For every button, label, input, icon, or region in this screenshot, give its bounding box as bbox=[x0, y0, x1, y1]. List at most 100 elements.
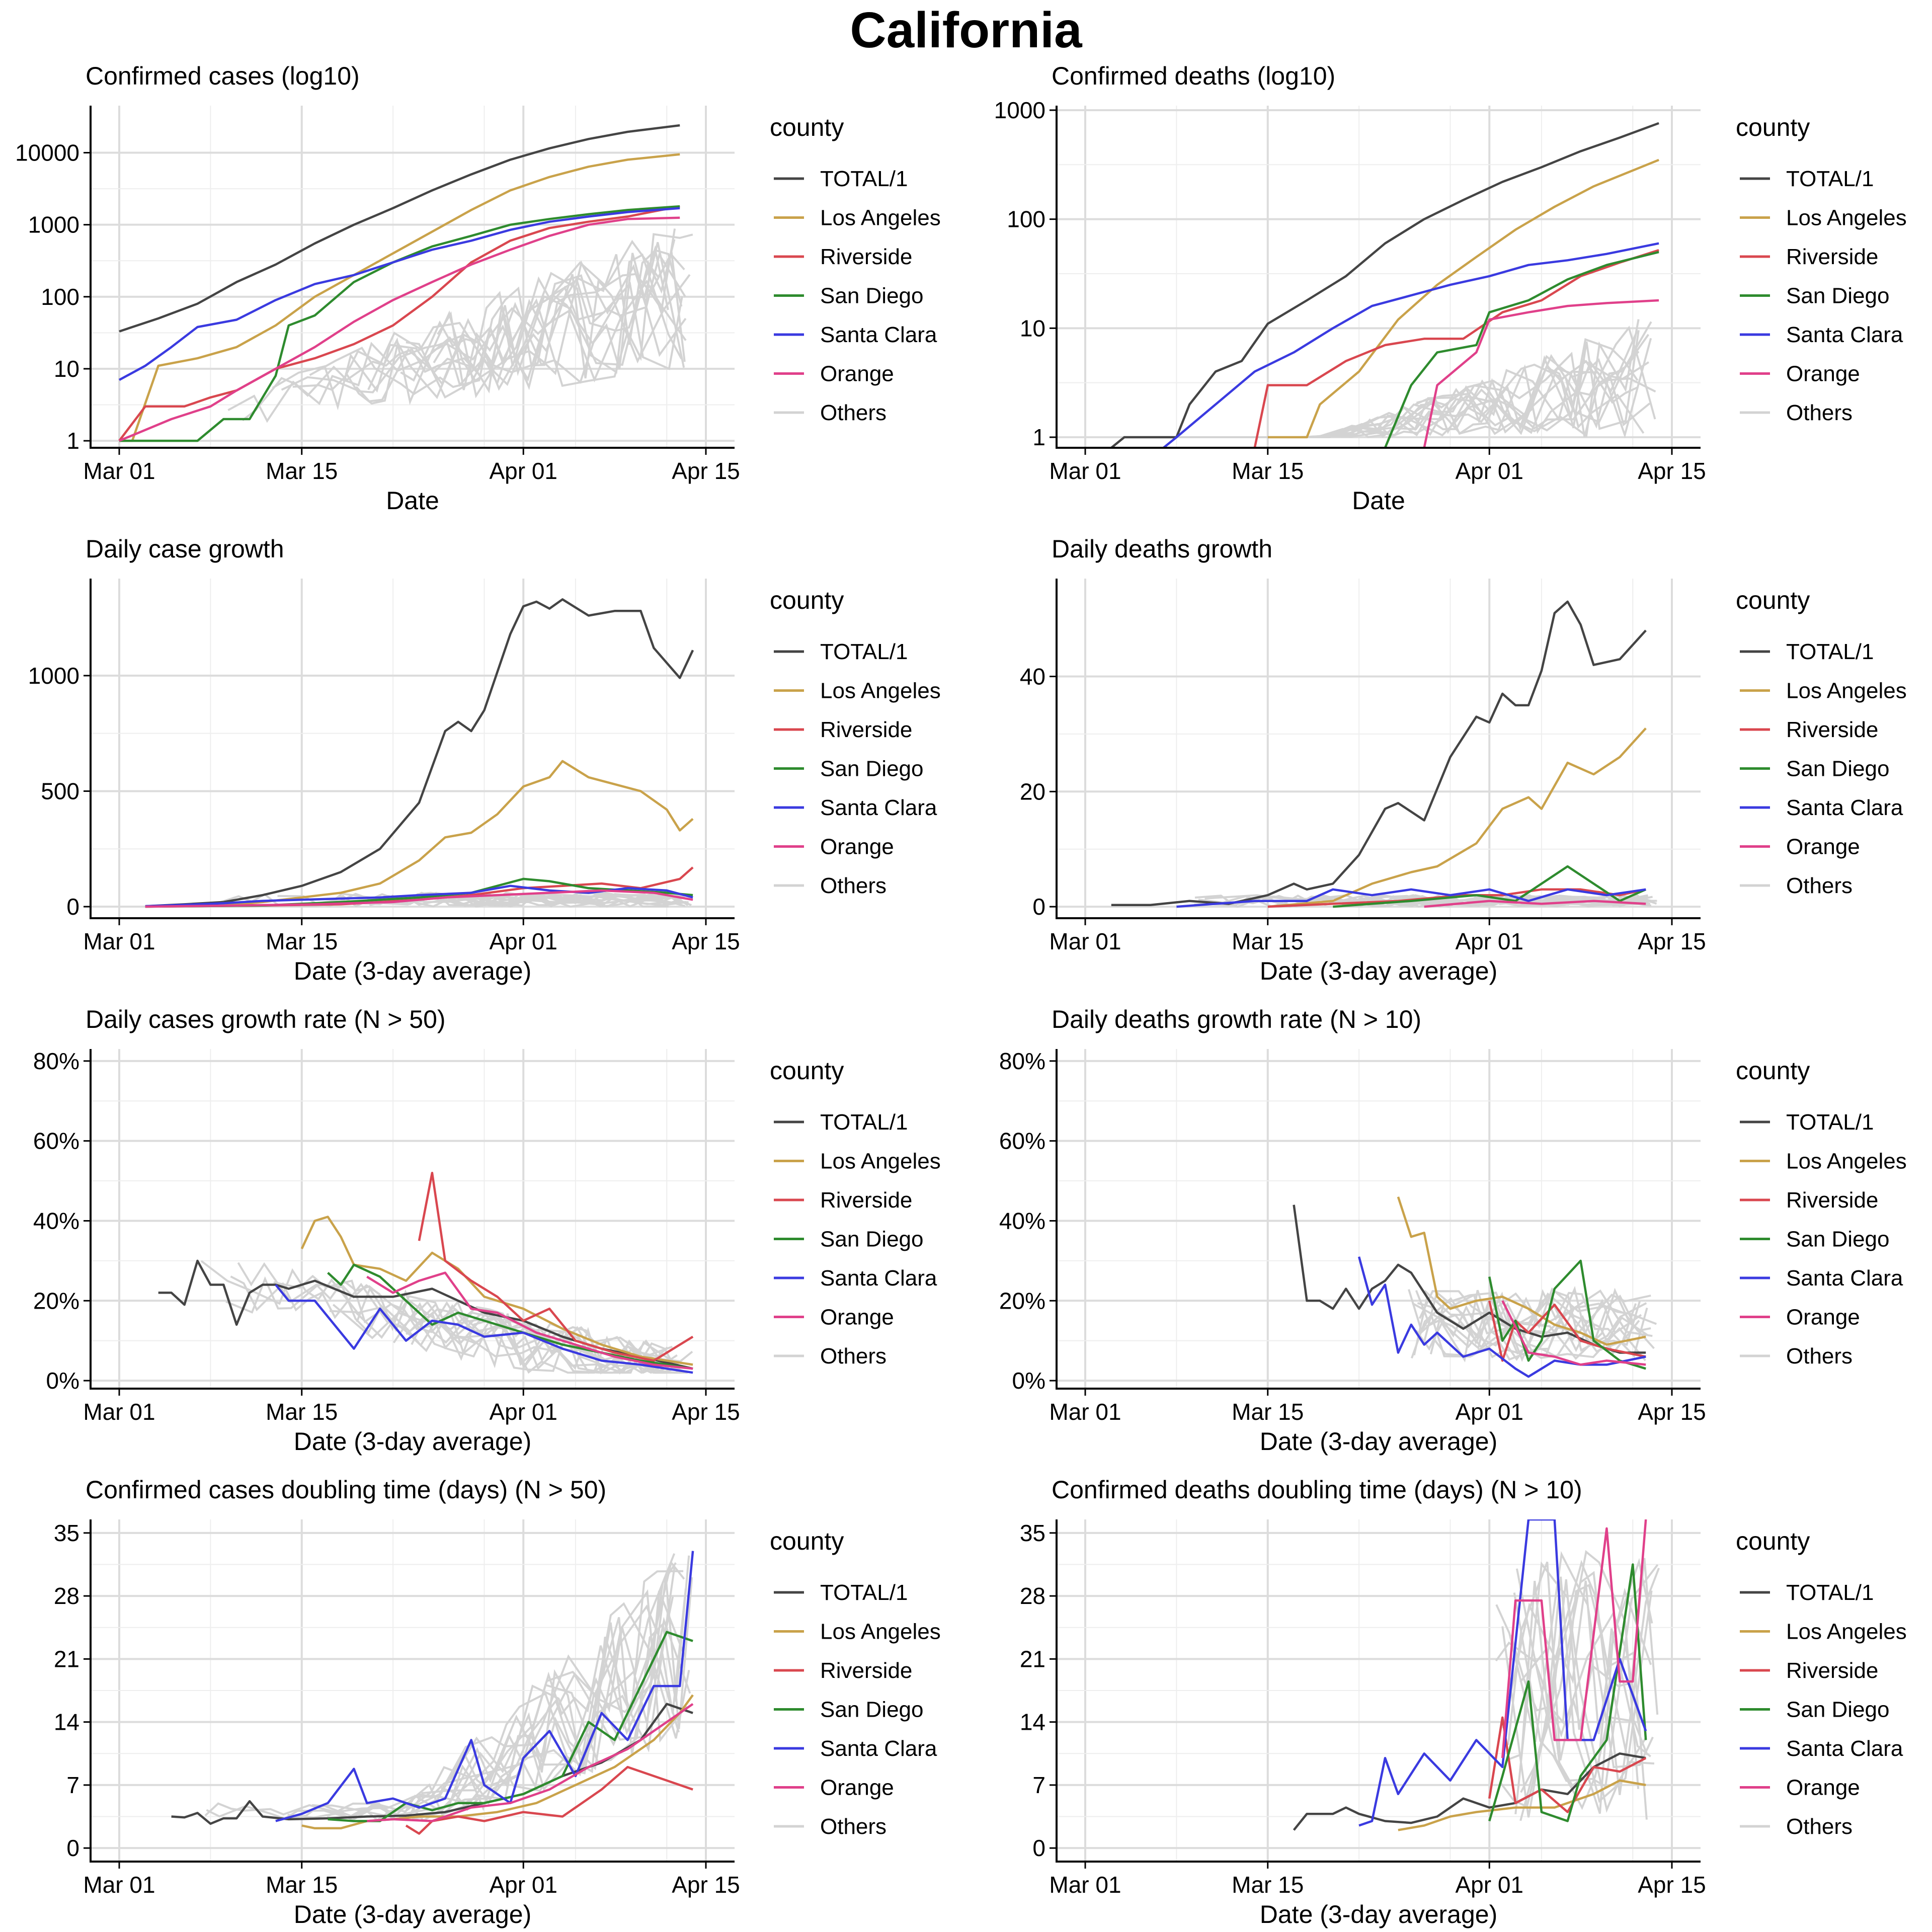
x-tick-label: Mar 01 bbox=[83, 928, 155, 954]
series-line-santa-clara bbox=[118, 207, 680, 381]
series-line-others bbox=[1502, 1560, 1648, 1820]
x-tick-label: Mar 15 bbox=[1232, 1399, 1304, 1425]
x-tick-label: Mar 01 bbox=[1049, 1399, 1121, 1425]
legend-label: Riverside bbox=[1786, 1658, 1878, 1683]
plot-area bbox=[1110, 122, 1659, 448]
legend-label: Santa Clara bbox=[820, 323, 937, 347]
legend-label: Riverside bbox=[1786, 245, 1878, 269]
series-line-others bbox=[437, 252, 686, 390]
y-tick-label: 60% bbox=[33, 1128, 79, 1154]
legend-label: Others bbox=[820, 1344, 887, 1369]
series-line-others bbox=[1415, 1303, 1651, 1351]
panel-title: Daily case growth bbox=[86, 535, 284, 563]
legend-title: county bbox=[1736, 113, 1810, 141]
x-axis-label: Date (3-day average) bbox=[294, 957, 531, 985]
y-tick-label: 28 bbox=[54, 1583, 79, 1609]
x-tick-label: Mar 15 bbox=[1232, 928, 1304, 954]
legend-title: county bbox=[770, 586, 844, 614]
legend-label: Santa Clara bbox=[820, 1266, 937, 1291]
series-line-total-1 bbox=[1110, 122, 1659, 448]
y-tick-label: 14 bbox=[1020, 1709, 1045, 1735]
x-tick-label: Apr 01 bbox=[1455, 458, 1523, 484]
y-tick-label: 10 bbox=[1020, 315, 1045, 341]
x-tick-label: Apr 15 bbox=[1638, 458, 1706, 484]
legend-label: Others bbox=[820, 873, 887, 898]
legend-label: TOTAL/1 bbox=[820, 1580, 908, 1605]
legend-label: Orange bbox=[1786, 1305, 1860, 1330]
series-line-others bbox=[1495, 1611, 1641, 1738]
legend-label: Others bbox=[1786, 873, 1853, 898]
x-axis-label: Date (3-day average) bbox=[1260, 1427, 1497, 1456]
legend: county TOTAL/1 Los Angeles Riverside San Die… bbox=[1736, 1527, 1907, 1839]
legend-label: TOTAL/1 bbox=[1786, 1580, 1874, 1605]
gridlines bbox=[91, 106, 735, 448]
y-tick-label: 60% bbox=[999, 1128, 1045, 1154]
legend-label: Orange bbox=[1786, 362, 1860, 386]
series-line-san-diego bbox=[119, 205, 680, 442]
x-axis-label: Date (3-day average) bbox=[294, 1427, 531, 1456]
x-axis-label: Date (3-day average) bbox=[1260, 1900, 1497, 1928]
series-line-los-angeles bbox=[300, 1216, 693, 1366]
panel-title: Daily deaths growth rate (N > 10) bbox=[1052, 1005, 1421, 1033]
series-line-others bbox=[347, 1589, 687, 1819]
legend-label: TOTAL/1 bbox=[820, 639, 908, 664]
series-line-others bbox=[1416, 321, 1652, 435]
y-tick-label: 35 bbox=[1020, 1520, 1045, 1546]
y-tick-label: 10 bbox=[54, 356, 79, 382]
legend-label: Riverside bbox=[1786, 1188, 1878, 1213]
legend-label: TOTAL/1 bbox=[1786, 1110, 1874, 1135]
series-line-riverside bbox=[405, 1765, 693, 1835]
legend-label: TOTAL/1 bbox=[820, 1110, 908, 1135]
y-tick-label: 7 bbox=[66, 1772, 79, 1798]
y-tick-label: 40 bbox=[1020, 663, 1045, 689]
plot-area bbox=[1293, 1519, 1660, 1831]
legend-label: San Diego bbox=[820, 284, 923, 308]
series-line-others bbox=[292, 242, 685, 406]
legend-label: Others bbox=[1786, 1814, 1853, 1839]
legend-label: Riverside bbox=[820, 1658, 912, 1683]
x-axis-label: Date bbox=[1352, 487, 1405, 515]
plot-area bbox=[1293, 1196, 1657, 1378]
x-tick-label: Apr 01 bbox=[1455, 1872, 1523, 1898]
x-tick-label: Mar 15 bbox=[266, 458, 338, 484]
y-tick-label: 100 bbox=[1007, 206, 1045, 232]
series-line-total-1 bbox=[119, 124, 680, 333]
series-line-others bbox=[1429, 1289, 1653, 1362]
x-tick-label: Mar 15 bbox=[266, 1872, 338, 1898]
legend-title: county bbox=[1736, 1527, 1810, 1555]
legend-label: Orange bbox=[820, 1776, 894, 1800]
legend-label: Others bbox=[1786, 400, 1853, 425]
legend: county TOTAL/1 Los Angeles Riverside San Die… bbox=[770, 586, 941, 898]
series-line-los-angeles bbox=[1397, 1196, 1646, 1346]
series-line-riverside bbox=[118, 205, 680, 442]
y-tick-label: 0 bbox=[66, 1835, 79, 1861]
legend-label: Santa Clara bbox=[1786, 1736, 1903, 1761]
legend-label: Others bbox=[820, 1814, 887, 1839]
series-line-san-diego bbox=[1488, 1259, 1646, 1370]
legend: county TOTAL/1 Los Angeles Riverside San Die… bbox=[1736, 113, 1907, 425]
series-line-total-1 bbox=[1293, 1204, 1646, 1354]
legend-title: county bbox=[770, 1527, 844, 1555]
series-line-others bbox=[204, 1567, 676, 1817]
x-tick-label: Apr 15 bbox=[1638, 1872, 1706, 1898]
plot-area bbox=[118, 124, 693, 442]
y-tick-label: 14 bbox=[54, 1709, 79, 1735]
y-tick-label: 1000 bbox=[28, 663, 79, 689]
series-line-total-1 bbox=[145, 598, 694, 908]
legend-label: Riverside bbox=[820, 717, 912, 742]
series-line-others bbox=[1507, 1561, 1653, 1803]
x-tick-label: Apr 01 bbox=[489, 1399, 557, 1425]
x-tick-label: Apr 01 bbox=[489, 1872, 557, 1898]
plot-area bbox=[1111, 600, 1657, 908]
legend-label: Los Angeles bbox=[820, 679, 941, 703]
x-tick-label: Mar 01 bbox=[1049, 928, 1121, 954]
chart-panel-6: Daily deaths growth rate (N > 10) 0% 20% 40… bbox=[999, 1005, 1907, 1456]
series-line-others bbox=[442, 1308, 678, 1374]
series-line-riverside bbox=[1253, 249, 1659, 448]
panel-title: Confirmed deaths (log10) bbox=[1052, 62, 1335, 90]
x-tick-label: Apr 15 bbox=[672, 1872, 740, 1898]
legend-label: Los Angeles bbox=[1786, 1620, 1907, 1644]
legend-label: Others bbox=[820, 400, 887, 425]
legend-label: San Diego bbox=[1786, 284, 1889, 308]
series-line-total-1 bbox=[158, 1259, 693, 1370]
